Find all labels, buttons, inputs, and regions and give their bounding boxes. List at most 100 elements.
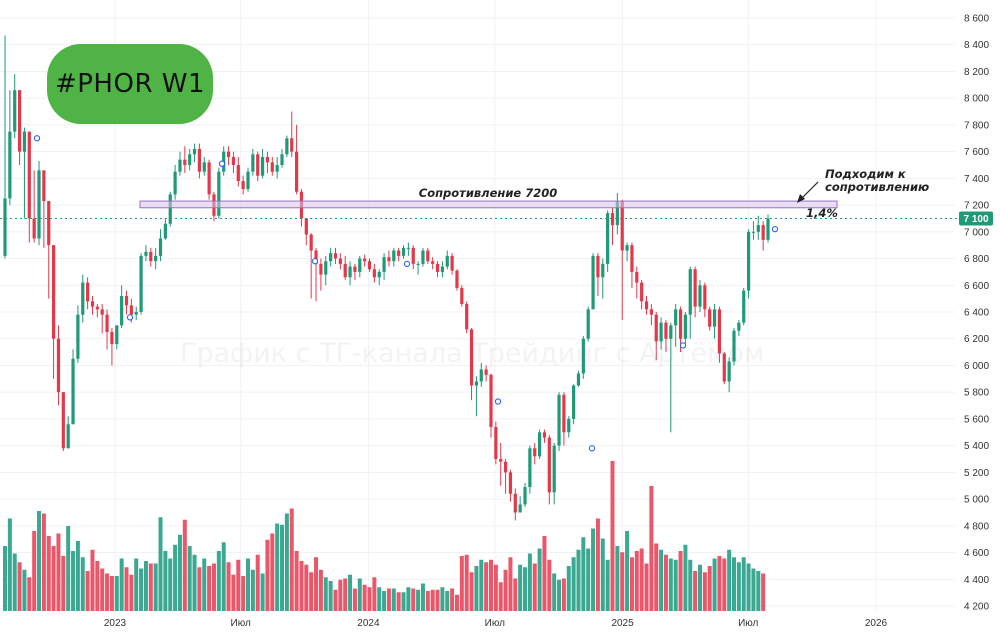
dividend-marker-icon[interactable] (494, 398, 502, 405)
candle-body (110, 332, 114, 345)
candle-body (411, 247, 415, 264)
volume-bar (119, 558, 124, 611)
price-tick-label: 6 400 (964, 308, 989, 319)
volume-bar (561, 578, 566, 611)
volume-bar (493, 564, 498, 611)
candle-body (275, 165, 279, 172)
candle-body (523, 487, 527, 505)
candle-body (688, 269, 692, 315)
volume-bar (280, 524, 285, 611)
candle-body (503, 461, 508, 473)
candle-body (377, 271, 381, 278)
volume-bar (634, 551, 639, 611)
candle-body (382, 257, 386, 272)
volume-bar (124, 567, 129, 611)
dividend-marker-icon[interactable] (403, 260, 411, 268)
candle-body (717, 309, 722, 354)
chart-grid (0, 0, 955, 612)
volume-bar (357, 578, 362, 611)
price-tick-label: 5 000 (964, 495, 989, 506)
volume-bar (707, 566, 712, 611)
candle-body (542, 432, 547, 438)
arrow-head-icon (797, 194, 805, 203)
volume-bar (241, 576, 246, 611)
dividend-marker-icon[interactable] (311, 258, 319, 265)
dividend-marker-icon[interactable] (771, 225, 779, 233)
candle-body (732, 330, 736, 362)
candle-body (270, 162, 274, 172)
volume-bar (41, 513, 46, 611)
dividend-marker-icon[interactable] (588, 445, 596, 452)
volume-bar (202, 558, 207, 611)
volume-bar (90, 549, 95, 611)
price-tick-label: 7 200 (964, 201, 989, 212)
volume-bar (85, 571, 90, 611)
approach-annotation: Подходим к сопротивлению 1,4% (797, 167, 929, 220)
price-axis[interactable]: 8 600 8 400 8 200 8 000 7 800 7 600 7 400 7 200… (964, 14, 989, 613)
price-tick-label: 5 200 (964, 468, 989, 479)
candle-body (742, 290, 746, 323)
candle-body (47, 201, 51, 246)
volume-bar (255, 554, 260, 611)
volume-bar (736, 562, 741, 611)
volume-bar (683, 544, 688, 611)
price-tick-label: 8 000 (964, 94, 989, 105)
price-tick-label: 7 400 (964, 174, 989, 185)
volume-bar (260, 573, 265, 611)
volume-bar (236, 559, 241, 611)
time-axis[interactable]: 2023 Июл 2024 Июл 2025 Июл 2026 (104, 618, 888, 629)
volume-bar (275, 523, 280, 611)
candle-body (698, 285, 702, 307)
dividend-marker-icon[interactable] (218, 160, 226, 167)
candle-body (105, 314, 109, 333)
candle-body (158, 238, 163, 256)
volume-bar (51, 546, 56, 611)
volume-bar (109, 576, 114, 611)
candle-body (557, 394, 561, 446)
current-price-tag: 7 100 (959, 211, 993, 226)
volume-bar (114, 576, 119, 611)
candle-body (71, 358, 75, 425)
volume-bar (318, 569, 323, 611)
candle-body (445, 255, 449, 267)
candle-body (533, 448, 537, 457)
volume-bar (270, 533, 275, 611)
volume-bar (134, 558, 139, 611)
candle-body (202, 162, 206, 172)
candle-body (387, 257, 391, 262)
dividend-marker-icon[interactable] (33, 135, 41, 142)
candle-body (314, 250, 318, 264)
candle-body (722, 353, 726, 382)
volume-bar (216, 551, 221, 611)
volume-bar (440, 587, 445, 611)
candle-body (576, 373, 581, 386)
candle-body (431, 261, 435, 264)
candle-body (358, 258, 362, 272)
dividend-marker-icon[interactable] (126, 314, 134, 321)
candle-body (508, 472, 513, 494)
candle-body (56, 338, 61, 393)
time-tick-label: Июл (738, 618, 758, 629)
volume-bar (250, 569, 255, 611)
candle-body (124, 295, 129, 306)
candle-body (372, 269, 376, 278)
volume-bars (3, 461, 766, 611)
volume-bar (105, 573, 110, 611)
volume-bar (207, 566, 212, 611)
time-tick-label: 2024 (357, 618, 380, 629)
candle-body (197, 148, 201, 172)
volume-bar (231, 574, 236, 611)
volume-bar (542, 536, 547, 611)
volume-bar (32, 531, 37, 611)
volume-bar (508, 557, 513, 611)
price-tick-label: 6 000 (964, 361, 989, 372)
candle-body (635, 271, 639, 283)
volume-bar (100, 568, 105, 611)
volume-bar (663, 554, 668, 611)
candle-body (484, 369, 488, 375)
time-tick-label: 2026 (865, 618, 888, 629)
price-tick-label: 7 800 (964, 120, 989, 131)
volume-bar (693, 571, 698, 611)
dividend-marker-icon[interactable] (679, 342, 687, 349)
volume-bar (246, 558, 250, 611)
